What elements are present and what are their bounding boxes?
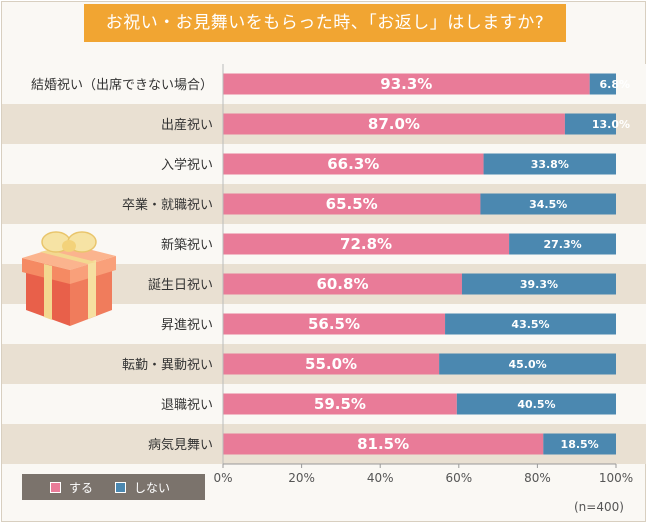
bar-yes [223, 273, 462, 295]
bar-yes [223, 193, 481, 215]
category-label: 新築祝い [161, 237, 213, 253]
category-label: 転勤・異動祝い [122, 358, 213, 373]
bar-no [456, 393, 616, 415]
x-tick-label: 60% [445, 471, 472, 485]
category-label: 誕生日祝い [148, 278, 213, 293]
category-label: 卒業・就職祝い [122, 197, 213, 213]
category-label: 昇進祝い [161, 318, 213, 333]
x-tick-label: 100% [599, 471, 633, 485]
data-label-no: 43.5% [511, 318, 549, 331]
data-label-yes: 87.0% [368, 115, 420, 133]
data-label-no: 27.3% [543, 238, 581, 251]
sample-size-note: (n=400) [574, 500, 624, 514]
bar-no [445, 313, 616, 335]
legend-swatch-yes [50, 481, 61, 493]
data-label-no: 45.0% [508, 358, 546, 371]
data-label-no: 18.5% [561, 438, 599, 451]
category-label: 退職祝い [161, 398, 213, 413]
bar-no [589, 73, 616, 95]
bar-no [509, 233, 616, 255]
data-label-no: 13.0% [592, 118, 630, 131]
bar-yes [223, 153, 484, 175]
data-label-yes: 56.5% [308, 315, 360, 333]
data-label-yes: 65.5% [326, 195, 378, 213]
legend-label-no: しない [134, 480, 171, 495]
data-label-no: 40.5% [517, 398, 555, 411]
gift-box-icon [22, 231, 116, 326]
data-label-no: 39.3% [520, 278, 558, 291]
data-label-yes: 60.8% [316, 275, 368, 293]
data-label-yes: 66.3% [327, 155, 379, 173]
bar-yes [223, 113, 565, 135]
category-labels: 結婚祝い（出席できない場合） 出産祝い入学祝い卒業・就職祝い新築祝い誕生日祝い昇進… [31, 77, 213, 453]
bar-yes [223, 73, 590, 95]
data-label-no: 6.8% [599, 78, 630, 91]
bar-no [461, 273, 616, 295]
category-label: 病気見舞い [148, 437, 213, 453]
x-tick-label: 0% [213, 471, 232, 485]
data-label-no: 34.5% [529, 198, 567, 211]
data-label-no: 33.8% [531, 158, 569, 171]
data-label-yes: 81.5% [357, 435, 409, 453]
legend-label-yes: する [69, 480, 94, 495]
category-label: 入学祝い [161, 157, 213, 173]
category-label: 結婚祝い（出席できない場合） [31, 77, 213, 93]
chart-title: お祝い・お見舞いをもらった時、「お返し」はしますか? [84, 4, 566, 42]
data-label-yes: 72.8% [340, 235, 392, 253]
bar-yes [223, 433, 544, 455]
legend-item-no: しない [115, 479, 170, 496]
x-tick-label: 20% [288, 471, 315, 485]
row-backgrounds [2, 64, 646, 464]
bar-yes [223, 313, 446, 335]
bar-yes [223, 393, 457, 415]
bar-yes [223, 353, 440, 375]
legend-swatch-no [115, 481, 127, 493]
x-axis: 0% 20% 40% 60% 80% 100% [213, 64, 633, 485]
bar-no [564, 113, 616, 135]
bar-no [480, 193, 616, 215]
legend: する しない [22, 474, 205, 500]
data-label-yes: 55.0% [305, 355, 357, 373]
legend-item-yes: する [50, 479, 93, 496]
bars: 93.3% 6.8% 87.0% 13.0% 66.3% 33.8% 65.5% 34.5% 7… [223, 73, 630, 455]
bar-yes [223, 233, 510, 255]
bar-no [483, 153, 616, 175]
data-label-yes: 93.3% [380, 75, 432, 93]
x-tick-label: 40% [367, 471, 394, 485]
bar-no [439, 353, 616, 375]
x-tick-label: 80% [524, 471, 551, 485]
category-label: 出産祝い [161, 117, 213, 133]
bar-no [543, 433, 616, 455]
data-label-yes: 59.5% [314, 395, 366, 413]
